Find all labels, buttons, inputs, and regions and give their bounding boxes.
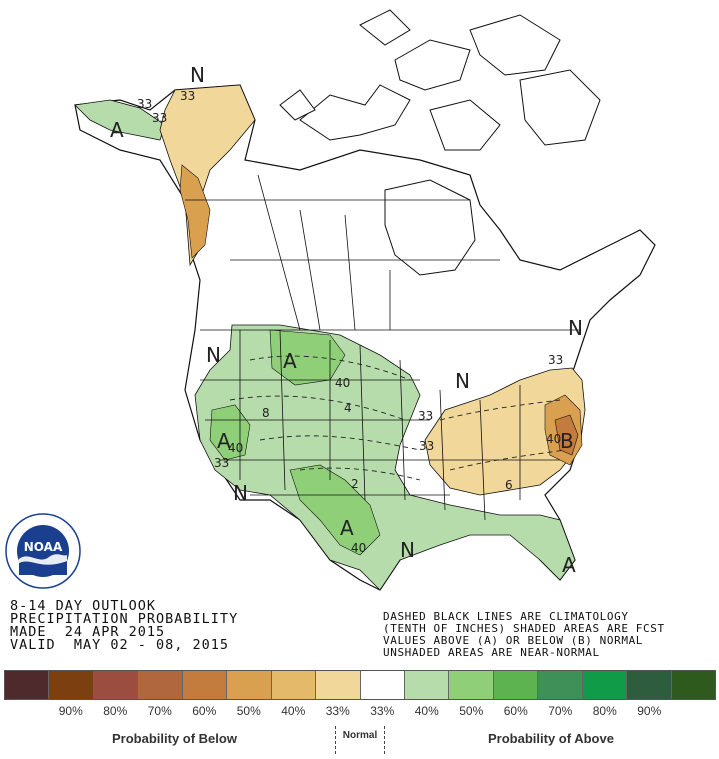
- region-alaska-west: A: [110, 118, 124, 142]
- contour-label: 2: [351, 477, 359, 491]
- contour-label: 33: [180, 89, 195, 103]
- legend-swatch: [404, 671, 450, 699]
- title-block: 8-14 DAY OUTLOOK PRECIPITATION PROBABILI…: [10, 598, 310, 653]
- notes-block: DASHED BLACK LINES ARE CLIMATOLOGY (TENT…: [383, 611, 713, 659]
- region-gulf-normal: N: [400, 538, 415, 562]
- legend-swatch: [227, 671, 272, 699]
- legend-swatch: [493, 671, 539, 699]
- note-line: VALUES ABOVE (A) OR BELOW (B) NORMAL: [383, 634, 644, 647]
- legend-percent-label: [4, 704, 49, 720]
- legend-percent-label: 50%: [236, 704, 261, 718]
- legend-swatch: [271, 671, 317, 699]
- noaa-logo: NOAA: [5, 513, 81, 589]
- made-date: MADE 24 APR 2015: [10, 624, 166, 640]
- normal-divider-right: [384, 726, 385, 754]
- legend-percent-label: 60%: [192, 704, 217, 718]
- note-line: DASHED BLACK LINES ARE CLIMATOLOGY: [383, 610, 629, 623]
- outlook-map: A N A A N A N N N A B N 33 33 33 40 40 3…: [74, 9, 656, 591]
- legend-percent-label: 33%: [370, 704, 395, 718]
- contour-label: 40: [546, 432, 561, 446]
- panhandle-below-40: [179, 164, 211, 259]
- legend-percent-label: 40%: [414, 704, 439, 718]
- legend-percent-label: 40%: [281, 704, 306, 718]
- legend-swatch: [449, 671, 494, 699]
- legend-swatch: [182, 671, 228, 699]
- east-below-area: [424, 367, 586, 496]
- region-southwest: A: [217, 429, 231, 453]
- region-texas: A: [340, 516, 354, 540]
- legend-swatch: [627, 671, 672, 699]
- contour-label: 33: [137, 97, 152, 111]
- legend-swatch: [49, 671, 94, 699]
- logo-wordmark: NOAA: [24, 540, 63, 554]
- legend-percent-label: 80%: [592, 704, 617, 718]
- legend-swatch: [360, 671, 405, 699]
- legend-percent-label: 90%: [58, 704, 83, 718]
- legend-swatch: [138, 671, 183, 699]
- east-below-50: [554, 414, 579, 456]
- region-alaska-north: N: [190, 63, 205, 87]
- legend-swatch: [582, 671, 628, 699]
- contour-label: 33: [419, 439, 434, 453]
- legend-percent-labels: 90% 80% 70% 60% 50% 40% 33% 33% 40% 50% 60% 70% 80% 9…: [4, 704, 716, 720]
- region-southwest-normal: N: [233, 481, 248, 505]
- above-caption: Probability of Above: [488, 731, 614, 746]
- note-line: UNSHADED AREAS ARE NEAR-NORMAL: [383, 646, 600, 659]
- region-mid-atlantic: B: [560, 429, 574, 453]
- legend-swatch: [671, 671, 715, 699]
- contour-label: 33: [152, 111, 167, 125]
- west-above-area: [194, 324, 576, 591]
- normal-caption: Normal: [342, 730, 378, 741]
- contour-label: 6: [505, 478, 513, 492]
- contour-label: 40: [335, 376, 350, 390]
- arctic-islands: [279, 9, 601, 151]
- outlook-title: 8-14 DAY OUTLOOK: [10, 598, 157, 614]
- valid-dates: VALID MAY 02 - 08, 2015: [10, 637, 230, 653]
- legend-swatch: [93, 671, 139, 699]
- contour-label: 40: [351, 541, 366, 555]
- climatology-lines: [229, 355, 566, 481]
- legend-swatch: [538, 671, 583, 699]
- legend-percent-label: [672, 704, 717, 720]
- contour-label: 40: [228, 441, 243, 455]
- region-florida: A: [562, 553, 576, 577]
- hudson-bay: [384, 179, 476, 276]
- region-great-lakes-normal: N: [455, 369, 470, 393]
- note-line: (TENTH OF INCHES) SHADED AREAS ARE FCST: [383, 622, 665, 635]
- legend-percent-label: 90%: [637, 704, 662, 718]
- contour-label: 33: [214, 456, 229, 470]
- contour-label: 8: [262, 406, 270, 420]
- legend-percent-label: 50%: [459, 704, 484, 718]
- contour-label: 33: [418, 409, 433, 423]
- legend-swatch: [5, 671, 50, 699]
- contour-label: 4: [344, 401, 352, 415]
- probability-legend: [4, 670, 716, 700]
- political-boundaries: [185, 174, 580, 521]
- region-west-normal: N: [206, 343, 221, 367]
- region-northern-plains: A: [283, 349, 297, 373]
- legend-percent-label: 70%: [147, 704, 172, 718]
- region-northeast-normal: N: [568, 316, 583, 340]
- legend-percent-label: 80%: [103, 704, 128, 718]
- alaska-above-area: [74, 99, 166, 141]
- contour-label: 33: [548, 353, 563, 367]
- normal-divider-left: [335, 726, 336, 754]
- texas-above-40: [289, 464, 381, 556]
- legend-percent-label: 70%: [548, 704, 573, 718]
- legend-percent-label: 33%: [325, 704, 350, 718]
- legend-percent-label: 60%: [503, 704, 528, 718]
- outlook-subtitle: PRECIPITATION PROBABILITY: [10, 611, 239, 627]
- below-caption: Probability of Below: [112, 731, 237, 746]
- legend-swatch: [316, 671, 361, 699]
